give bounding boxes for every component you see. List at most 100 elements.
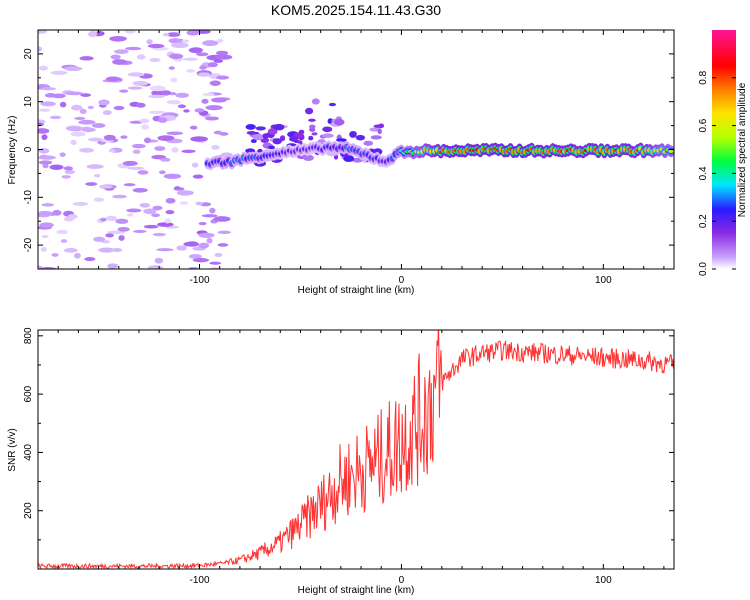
spectrogram-noise-cell xyxy=(132,149,141,155)
spectrogram-noise-cell xyxy=(246,130,257,135)
spectrogram-noise-cell xyxy=(117,226,130,232)
spectrogram-noise-cell xyxy=(79,108,87,115)
spectrogram-noise-cell xyxy=(64,169,75,175)
spectrogram-noise-cell xyxy=(188,47,203,54)
spectrogram-noise-cell xyxy=(135,102,146,108)
spectrogram-noise-cell xyxy=(209,80,221,86)
spectrogram-noise-cell xyxy=(139,118,150,124)
spectrogram-noise-cell xyxy=(141,124,149,130)
spectrogram-noise-cell xyxy=(132,187,148,193)
spectrogram-ytick-label: 0 xyxy=(23,146,34,152)
spectrogram-noise-cell xyxy=(206,237,213,244)
spectrogram-noise-cell xyxy=(174,186,181,190)
spectrogram-noise-cell xyxy=(127,72,145,77)
spectrogram-noise-cell xyxy=(84,257,96,262)
spectrogram-noise-cell xyxy=(252,133,265,141)
spectrogram-noise-cell xyxy=(197,72,211,77)
spectrogram-noise-cell xyxy=(309,124,316,129)
spectrogram-noise-cell xyxy=(102,110,112,116)
spectrogram-noise-cell xyxy=(305,107,314,115)
spectrogram-noise-cell xyxy=(209,261,222,265)
spectrogram-noise-cell xyxy=(163,173,182,179)
spectrogram-noise-cell xyxy=(66,126,84,132)
spectrogram-ytick-label: -10 xyxy=(23,190,34,205)
spectrogram-noise-cell xyxy=(38,119,46,124)
spectrogram-noise-cell xyxy=(143,208,157,215)
spectrogram-noise-cell xyxy=(183,109,190,113)
spectrogram-noise-cell xyxy=(328,102,337,107)
spectrogram-noise-cell xyxy=(160,157,171,162)
spectrogram-noise-cell xyxy=(78,119,96,125)
snr-xtick-label: -100 xyxy=(190,575,210,586)
spectrogram-noise-cell xyxy=(63,248,78,253)
spectrogram-noise-cell xyxy=(59,152,66,157)
spectrogram-noise-cell xyxy=(171,42,189,49)
spectrogram-noise-cell xyxy=(211,145,220,150)
spectrogram-noise-cell xyxy=(157,135,175,141)
spectrogram-noise-cell xyxy=(170,77,178,83)
spectrogram-noise-cell xyxy=(108,149,116,153)
spectrogram-noise-cell xyxy=(74,116,86,120)
colorbar-scale xyxy=(712,30,736,269)
spectrogram-noise-cell xyxy=(267,145,276,150)
spectrogram-noise-cell xyxy=(124,30,136,34)
spectrogram-noise-cell xyxy=(214,252,223,257)
spectrogram-noise-cell xyxy=(189,125,198,130)
spectrogram-noise-cell xyxy=(87,137,103,142)
spectrogram-noise-cell xyxy=(198,221,207,226)
snr-axes: -100 0 100 200 400 600 800 xyxy=(23,327,674,586)
spectrogram-noise-cell xyxy=(195,52,209,57)
spectrogram-noise-cell xyxy=(115,218,129,224)
spectrogram-noise-cell xyxy=(107,263,119,269)
spectrogram-noise-cell xyxy=(99,184,113,189)
spectrogram-noise-cell xyxy=(176,245,188,251)
spectrogram-noise-cell xyxy=(194,108,205,113)
snr-panel: -100 0 100 200 400 600 800 Height of straight … xyxy=(7,327,675,596)
spectrogram-noise-cell xyxy=(50,70,68,75)
spectrogram-noise-cell xyxy=(217,243,229,247)
spectrogram-noise-cell xyxy=(41,203,55,207)
spectrogram-cells xyxy=(38,30,674,269)
spectrogram-noise-cell xyxy=(370,135,382,140)
figure-title: KOM5.2025.154.11.43.G30 xyxy=(271,2,441,18)
spectrogram-noise-cell xyxy=(181,149,196,154)
spectrogram-noise-cell xyxy=(302,154,314,161)
spectrogram-noise-cell xyxy=(186,241,199,247)
spectrogram-noise-cell xyxy=(51,253,59,257)
spectrogram-noise-cell xyxy=(190,136,208,142)
spectrogram-noise-cell xyxy=(311,98,320,105)
spectrogram-noise-cell xyxy=(40,101,56,107)
spectrogram-noise-cell xyxy=(81,127,96,133)
spectrogram-noise-cell xyxy=(163,32,170,37)
spectrogram-noise-cell xyxy=(110,54,121,60)
spectrogram-noise-cell xyxy=(201,214,218,218)
spectrogram-noise-cell xyxy=(217,230,231,235)
spectrogram-noise-cell xyxy=(38,210,53,217)
spectrogram-noise-cell xyxy=(41,234,49,239)
spectrogram-noise-cell xyxy=(123,183,136,187)
spectrogram-noise-cell xyxy=(131,143,146,149)
spectrogram-xlabel: Height of straight line (km) xyxy=(298,285,415,296)
spectrogram-noise-cell xyxy=(99,217,107,222)
spectrogram-noise-cell xyxy=(49,164,64,170)
spectrogram-noise-cell xyxy=(279,135,286,142)
spectrogram-noise-cell xyxy=(74,252,81,259)
spectrogram-ytick-label: 10 xyxy=(23,96,34,108)
spectrogram-noise-cell xyxy=(322,133,334,138)
spectrogram-noise-cell xyxy=(311,132,318,136)
spectrogram-noise-cell xyxy=(250,139,257,144)
spectrogram-noise-cell xyxy=(67,214,78,220)
spectrogram-noise-cell xyxy=(42,164,49,169)
snr-xtick-label: 100 xyxy=(595,575,612,586)
spectrogram-noise-cell xyxy=(308,118,316,122)
spectrogram-noise-cell xyxy=(41,134,48,141)
spectrogram-noise-cell xyxy=(113,105,125,111)
spectrogram-noise-cell xyxy=(273,123,285,131)
spectrogram-noise-cell xyxy=(159,170,166,175)
spectrogram-noise-cell xyxy=(176,190,194,196)
spectrogram-noise-cell xyxy=(122,160,138,166)
spectrogram-noise-cell xyxy=(207,62,218,68)
spectrogram-noise-cell xyxy=(132,80,149,86)
spectrogram-noise-cell xyxy=(63,166,74,171)
